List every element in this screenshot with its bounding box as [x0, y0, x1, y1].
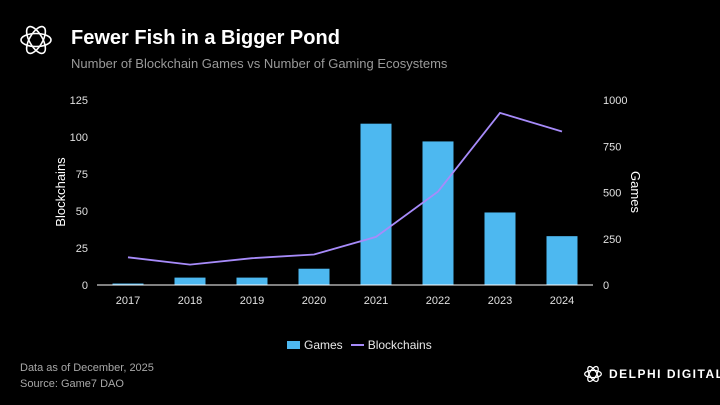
left-tick-label: 25	[76, 243, 88, 255]
left-tick-label: 0	[82, 280, 88, 292]
right-tick-label: 250	[603, 234, 621, 246]
bar-games-2024	[546, 236, 578, 285]
chart-subtitle: Number of Blockchain Games vs Number of …	[71, 56, 448, 71]
x-tick-label-2019: 2019	[240, 295, 264, 307]
brand-logo-icon	[584, 365, 602, 383]
legend-blockchains-swatch	[350, 344, 364, 346]
x-tick-label-2022: 2022	[426, 295, 450, 307]
bar-games-2023	[484, 212, 516, 285]
right-tick-label: 1000	[603, 95, 627, 107]
source-note: Source: Game7 DAO	[20, 378, 124, 390]
left-tick-label: 125	[70, 95, 88, 107]
bar-games-2017	[112, 283, 144, 285]
delphi-logo-icon	[20, 25, 52, 55]
legend-blockchains-label: Blockchains	[367, 338, 432, 352]
bar-games-2018	[174, 277, 206, 285]
left-tick-label: 100	[70, 132, 88, 144]
x-tick-label-2017: 2017	[116, 295, 140, 307]
blockchains-series-line	[127, 111, 563, 266]
x-tick-label-2020: 2020	[302, 295, 326, 307]
x-tick-label-2023: 2023	[488, 295, 512, 307]
bar-games-2021	[360, 123, 392, 286]
games-bars	[112, 123, 578, 286]
right-tick-label: 0	[603, 280, 609, 292]
x-tick-label-2018: 2018	[178, 295, 202, 307]
blockchains-line	[127, 111, 563, 266]
brand-name: DELPHI DIGITAL	[609, 367, 720, 381]
left-tick-label: 50	[76, 206, 88, 218]
legend-games-swatch	[287, 341, 300, 349]
bar-games-2020	[298, 268, 330, 285]
right-axis-label: Games	[628, 171, 643, 213]
bar-games-2022	[422, 141, 454, 285]
right-tick-label: 500	[603, 188, 621, 200]
x-axis-ticks: 2017 2018 2019 2020 2021 2022 2023 2024	[116, 295, 574, 307]
brand-wordmark: DELPHI DIGITAL	[583, 364, 720, 384]
chart-legend: Games Blockchains	[287, 336, 432, 354]
data-date-note: Data as of December, 2025	[20, 362, 154, 374]
bar-games-2019	[236, 277, 268, 285]
left-tick-label: 75	[76, 169, 88, 181]
right-axis-ticks: 0 250 500 750 1000	[603, 95, 627, 292]
x-tick-label-2024: 2024	[550, 295, 574, 307]
x-tick-label-2021: 2021	[364, 295, 388, 307]
chart-title: Fewer Fish in a Bigger Pond	[71, 27, 340, 49]
legend-games-label: Games	[304, 338, 343, 352]
right-tick-label: 750	[603, 141, 621, 153]
left-axis-label: Blockchains	[53, 157, 68, 227]
left-axis-ticks: 0 25 50 75 100 125	[70, 95, 88, 292]
